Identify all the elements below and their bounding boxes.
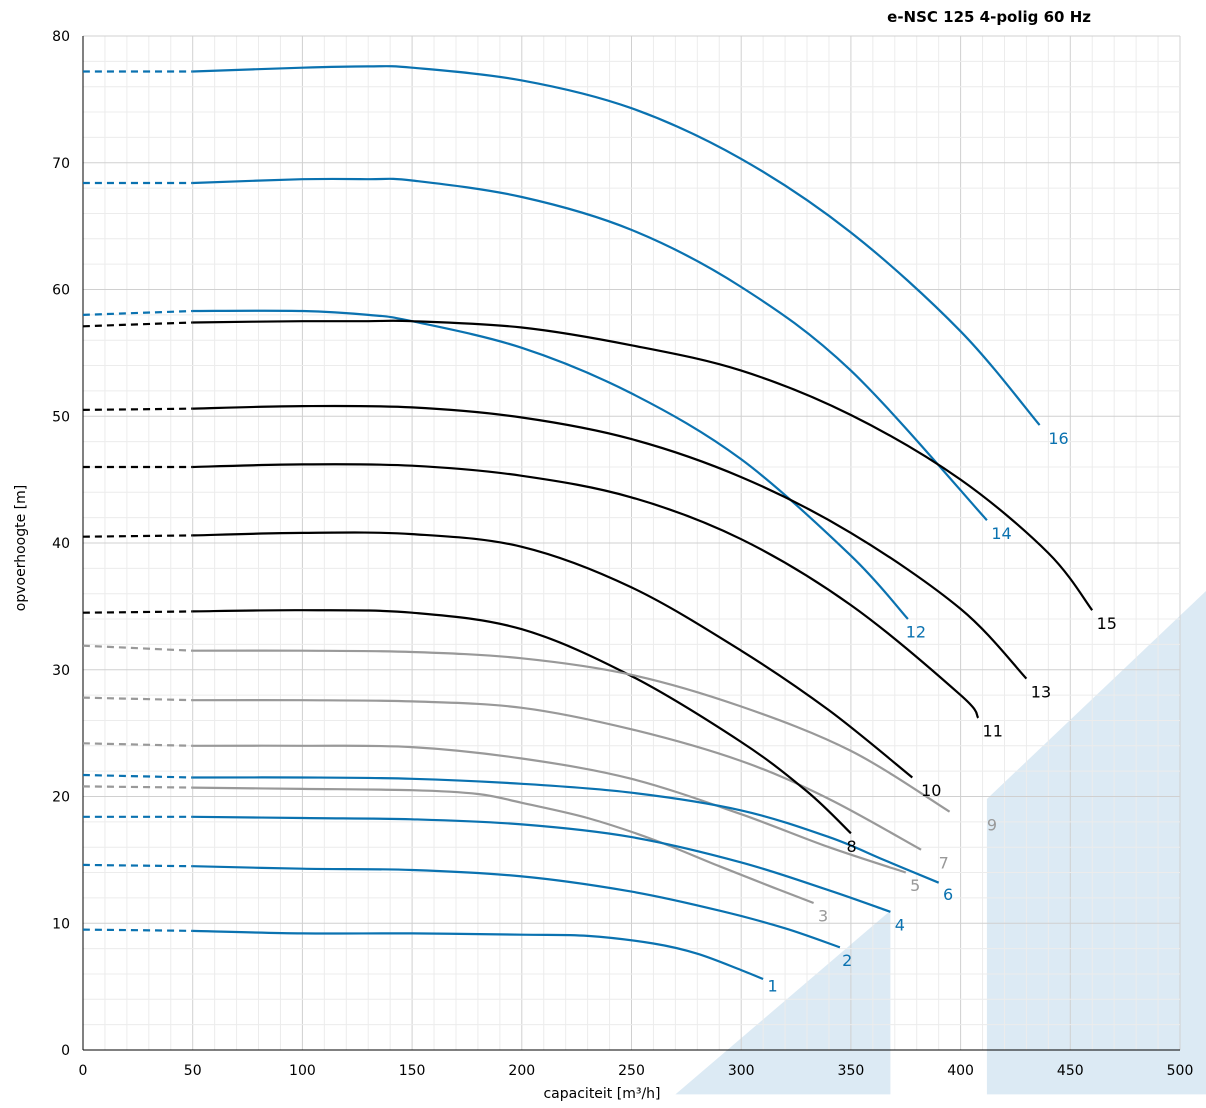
operating-region-1: [675, 910, 891, 1095]
curve-10-dashed: [82, 534, 193, 538]
chart-title: e-NSC 125 4-polig 60 Hz: [887, 8, 1091, 26]
curve-15-dashed: [82, 321, 193, 328]
curve-label-10: 10: [921, 781, 941, 800]
y-tick-label: 10: [52, 916, 70, 932]
curve-10: [192, 531, 913, 779]
x-tick-label: 100: [289, 1063, 316, 1079]
x-tick-label: 350: [838, 1063, 865, 1079]
y-tick-label: 0: [61, 1043, 70, 1059]
curve-1: [192, 929, 764, 981]
curve-5-dashed: [82, 742, 193, 747]
y-tick-label: 20: [52, 790, 70, 806]
y-tick-label: 50: [52, 409, 70, 425]
curves-layer: [82, 65, 1094, 981]
curve-9: [192, 649, 951, 813]
curve-6-dashed: [82, 773, 193, 779]
y-tick-label: 70: [52, 156, 70, 172]
y-tick-label: 80: [52, 29, 70, 45]
curve-13-dashed: [82, 407, 193, 411]
y-tick-label: 60: [52, 283, 70, 299]
grid-layer: [82, 35, 1181, 1051]
curve-15: [192, 319, 1094, 611]
curve-8: [192, 609, 852, 835]
curve-label-9: 9: [987, 815, 997, 834]
curve-16: [192, 65, 1041, 426]
curve-1-dashed: [82, 928, 193, 932]
curve-label-6: 6: [943, 885, 953, 904]
x-tick-label: 50: [184, 1063, 202, 1079]
x-tick-label: 150: [399, 1063, 426, 1079]
curve-12-dashed: [82, 309, 193, 316]
curve-9-dashed: [82, 644, 193, 652]
axes-layer: 0 50 100 150 200 250 300 350 400 450 5000102030405…: [52, 29, 1193, 1079]
x-tick-label: 0: [79, 1063, 88, 1079]
curve-2-dashed: [82, 863, 193, 868]
curve-label-13: 13: [1031, 682, 1051, 701]
curve-label-2: 2: [842, 951, 852, 970]
curve-label-16: 16: [1048, 429, 1068, 448]
y-tick-label: 30: [52, 663, 70, 679]
curve-label-11: 11: [983, 722, 1003, 741]
curve-7-dashed: [82, 696, 193, 702]
curve-7: [192, 699, 922, 851]
y-tick-label: 40: [52, 536, 70, 552]
curve-label-4: 4: [895, 916, 905, 935]
curve-6: [192, 776, 940, 884]
curve-8-dashed: [82, 610, 193, 614]
x-axis-label: capaciteit [m³/h]: [543, 1086, 660, 1102]
curve-12: [192, 309, 909, 620]
curve-label-1: 1: [768, 976, 778, 995]
curve-5: [192, 744, 907, 874]
curve-3: [192, 786, 815, 905]
curve-3-dashed: [82, 785, 193, 789]
curve-14: [192, 177, 988, 521]
curve-label-5: 5: [910, 876, 920, 895]
curve-label-8: 8: [847, 837, 857, 856]
x-tick-label: 200: [508, 1063, 535, 1079]
curve-label-3: 3: [818, 907, 828, 926]
curve-13: [192, 404, 1028, 680]
curve-label-12: 12: [906, 623, 926, 642]
curve-2: [192, 865, 841, 949]
operating-region-layer: [675, 590, 1206, 1095]
x-tick-label: 300: [728, 1063, 755, 1079]
curve-label-7: 7: [939, 853, 949, 872]
x-tick-label: 450: [1057, 1063, 1084, 1079]
curve-11: [192, 463, 980, 719]
x-tick-label: 400: [947, 1063, 974, 1079]
y-axis-label: opvoerhoogte [m]: [13, 485, 29, 611]
x-tick-label: 250: [618, 1063, 645, 1079]
curve-label-14: 14: [991, 524, 1011, 543]
x-tick-label: 500: [1167, 1063, 1194, 1079]
curve-label-15: 15: [1097, 614, 1117, 633]
operating-region-2: [986, 590, 1206, 1095]
curve-4: [192, 815, 891, 913]
